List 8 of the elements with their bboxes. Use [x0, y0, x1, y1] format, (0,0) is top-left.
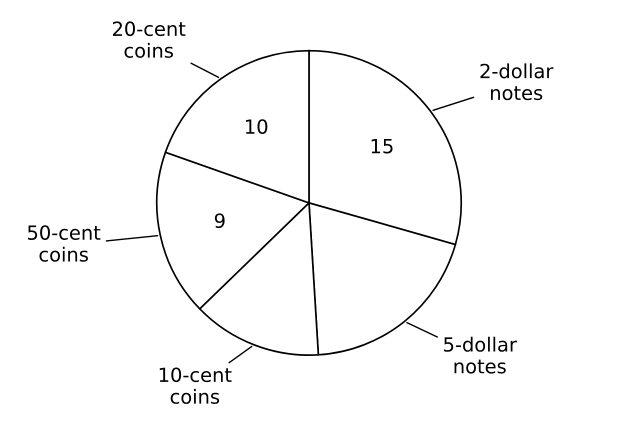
data-label: 15 — [372, 139, 393, 154]
data-label: 10 — [246, 119, 268, 134]
data-label: 9 — [214, 213, 225, 228]
slice-label: 5-dollar notes — [444, 336, 517, 374]
slice-label: 10-cent coins — [160, 367, 232, 404]
slice-label: 50-cent coins — [28, 225, 100, 262]
slice-label: 2-dollar notes — [480, 63, 554, 100]
slice-label: 20-cent coins — [112, 21, 186, 58]
